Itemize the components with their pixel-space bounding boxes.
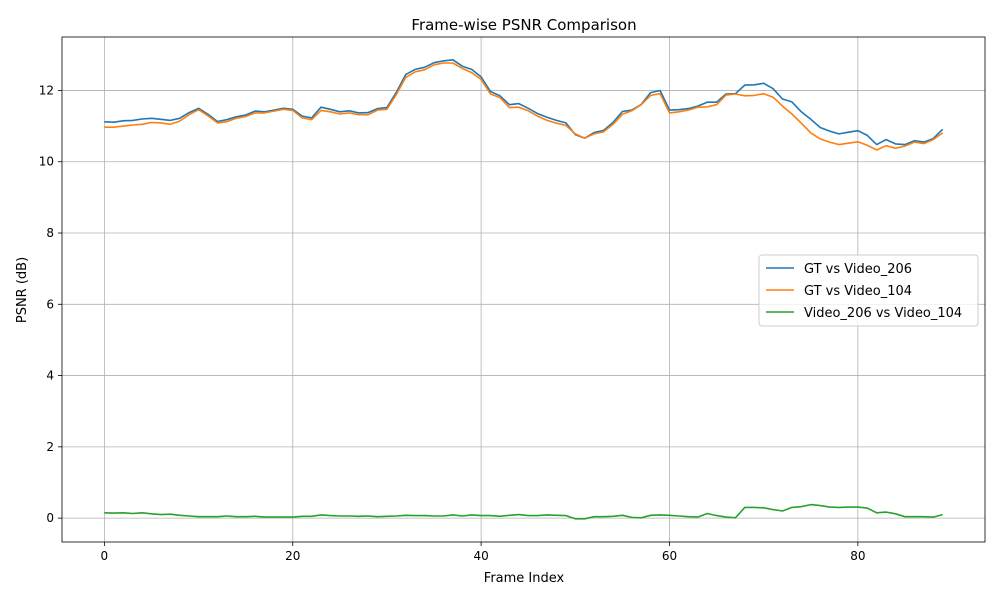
- legend: GT vs Video_206 GT vs Video_104 Video_206 …: [758, 254, 979, 327]
- legend-label-1: GT vs Video_206: [804, 262, 912, 277]
- legend-box: [758, 254, 979, 327]
- y-tick-label: 10: [39, 155, 54, 169]
- series-line-1: [104, 58, 944, 146]
- x-tick-label: 0: [101, 549, 109, 563]
- x-tick-label: 40: [473, 549, 488, 563]
- series-line-3: [104, 503, 943, 520]
- axis-ticks: 0 20 40 60 80 0 2 4 6 8 10 12: [39, 83, 866, 563]
- x-axis-label: Frame Index: [484, 571, 565, 586]
- y-tick-label: 6: [46, 297, 54, 311]
- x-tick-label: 80: [850, 549, 865, 563]
- grid-lines: [62, 37, 985, 542]
- y-tick-label: 12: [39, 83, 54, 97]
- x-tick-label: 60: [662, 549, 677, 563]
- legend-label-3: Video_206 vs Video_104: [804, 306, 962, 321]
- legend-label-2: GT vs Video_104: [804, 284, 912, 299]
- series-lines: [104, 58, 944, 520]
- plot-area-frame: [61, 36, 986, 543]
- y-tick-label: 0: [46, 511, 54, 525]
- y-tick-label: 8: [46, 226, 54, 240]
- y-axis-label: PSNR (dB): [15, 257, 30, 323]
- chart-title: Frame-wise PSNR Comparison: [411, 16, 636, 34]
- y-tick-label: 4: [46, 369, 54, 383]
- y-tick-label: 2: [46, 440, 54, 454]
- series-line-2: [104, 62, 944, 151]
- x-tick-label: 20: [285, 549, 300, 563]
- legend-items: GT vs Video_206 GT vs Video_104 Video_206 …: [766, 262, 962, 321]
